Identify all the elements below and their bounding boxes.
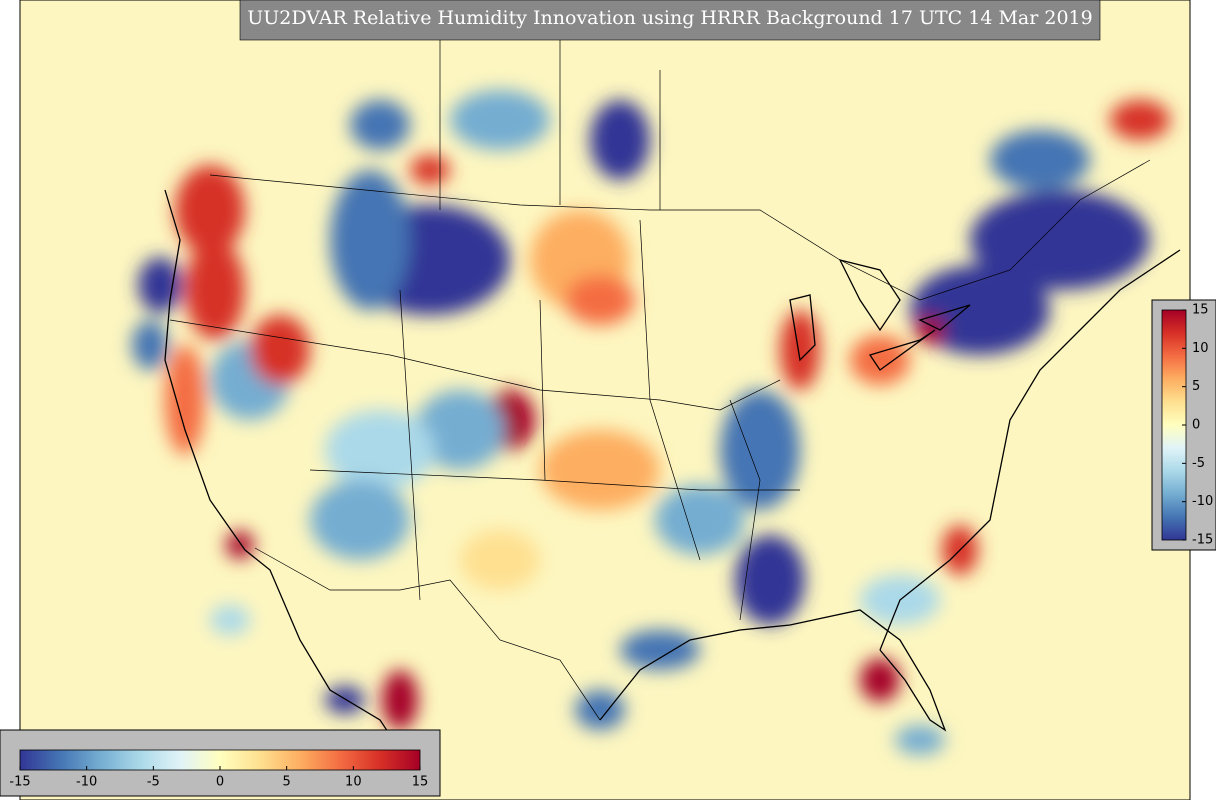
title: UU2DVAR Relative Humidity Innovation usi… [247, 7, 1092, 29]
colorbar-tick-label: -15 [9, 775, 30, 790]
colorbar-tick-label: -5 [147, 775, 160, 790]
colorbar-tick-label: -5 [1192, 456, 1205, 471]
colorbar-tick-label: 15 [412, 775, 429, 790]
province-border [439, 0, 841, 210]
lake [789, 259, 971, 371]
colorbar-tick-label: 10 [1192, 341, 1209, 356]
map [20, 0, 1190, 800]
colorbar-tick-label: 15 [1192, 303, 1209, 318]
colorbar-tick-label: 5 [1192, 379, 1200, 394]
title-box [239, 0, 1101, 41]
colorbar-tick-label: 0 [1192, 418, 1200, 433]
coastline [599, 609, 947, 732]
coastline [164, 189, 421, 781]
colorbar-tick-label: 10 [345, 775, 362, 790]
border [209, 159, 1151, 301]
colorbar-tick-label: 5 [283, 775, 291, 790]
colorbar-tick-label: -15 [1192, 533, 1213, 548]
border [254, 547, 601, 721]
humidity-field [132, 90, 1170, 755]
colorbar-tick-label: -10 [1192, 494, 1213, 509]
colorbar-tick-label: 0 [216, 775, 224, 790]
coastline [879, 249, 1181, 651]
colorbar-tick-label: -10 [76, 775, 97, 790]
state-border [169, 219, 800, 621]
